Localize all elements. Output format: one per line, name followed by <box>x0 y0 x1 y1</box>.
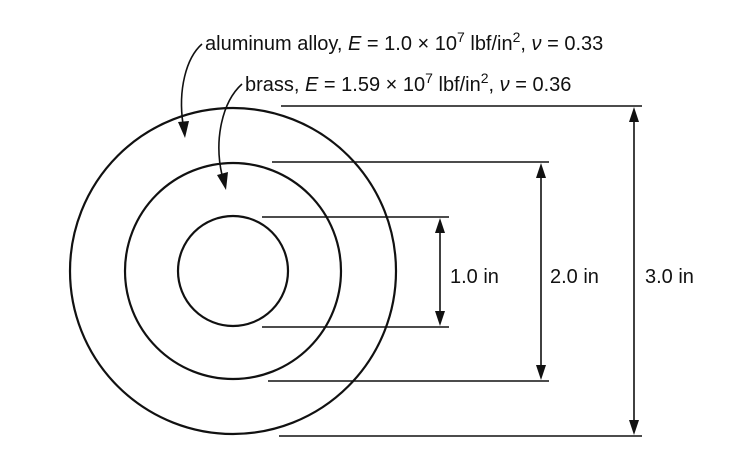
dimension-label-medium: 2.0 in <box>550 266 599 288</box>
modulus-symbol: E <box>305 74 319 96</box>
modulus-value: = 1.59 × 10 <box>318 74 425 96</box>
arrowhead-up-icon <box>629 107 639 122</box>
middle-circle <box>123 161 343 381</box>
material-name: brass <box>245 74 294 96</box>
dimension-medium <box>536 163 546 380</box>
arrowhead-up-icon <box>536 163 546 178</box>
material-label-aluminum: aluminum alloy, E = 1.0 × 107 lbf/in2, ν… <box>205 29 603 55</box>
poisson-value: = 0.33 <box>542 33 604 55</box>
modulus-unit: lbf/in <box>433 74 481 96</box>
arrowhead-down-icon <box>536 365 546 380</box>
arrowhead-up-icon <box>435 218 445 233</box>
poisson-symbol: ν <box>500 74 510 96</box>
outer-circle <box>68 106 398 436</box>
leader-aluminum <box>178 43 203 138</box>
dimension-label-large: 3.0 in <box>645 266 694 288</box>
arrowhead-down-icon <box>629 420 639 435</box>
unit-exponent: 2 <box>481 70 489 86</box>
leader-curve-brass <box>218 83 243 176</box>
poisson-symbol: ν <box>532 33 542 55</box>
modulus-exponent: 7 <box>425 70 433 86</box>
poisson-value: = 0.36 <box>510 74 572 96</box>
arrowhead-down-icon <box>435 311 445 326</box>
modulus-symbol: E <box>348 33 362 55</box>
arrowhead-down-icon <box>178 121 189 138</box>
modulus-unit: lbf/in <box>465 33 513 55</box>
dimension-small <box>435 218 445 326</box>
unit-exponent: 2 <box>513 29 521 45</box>
leader-brass <box>217 83 243 190</box>
inner-circle <box>176 214 290 328</box>
dimension-large <box>629 107 639 435</box>
material-name: aluminum alloy <box>205 33 338 55</box>
modulus-value: = 1.0 × 10 <box>361 33 457 55</box>
arrowhead-down-icon <box>217 172 228 190</box>
dimension-label-small: 1.0 in <box>450 266 499 288</box>
leader-curve-aluminum <box>180 43 203 125</box>
material-label-brass: brass, E = 1.59 × 107 lbf/in2, ν = 0.36 <box>245 70 571 96</box>
modulus-exponent: 7 <box>457 29 465 45</box>
